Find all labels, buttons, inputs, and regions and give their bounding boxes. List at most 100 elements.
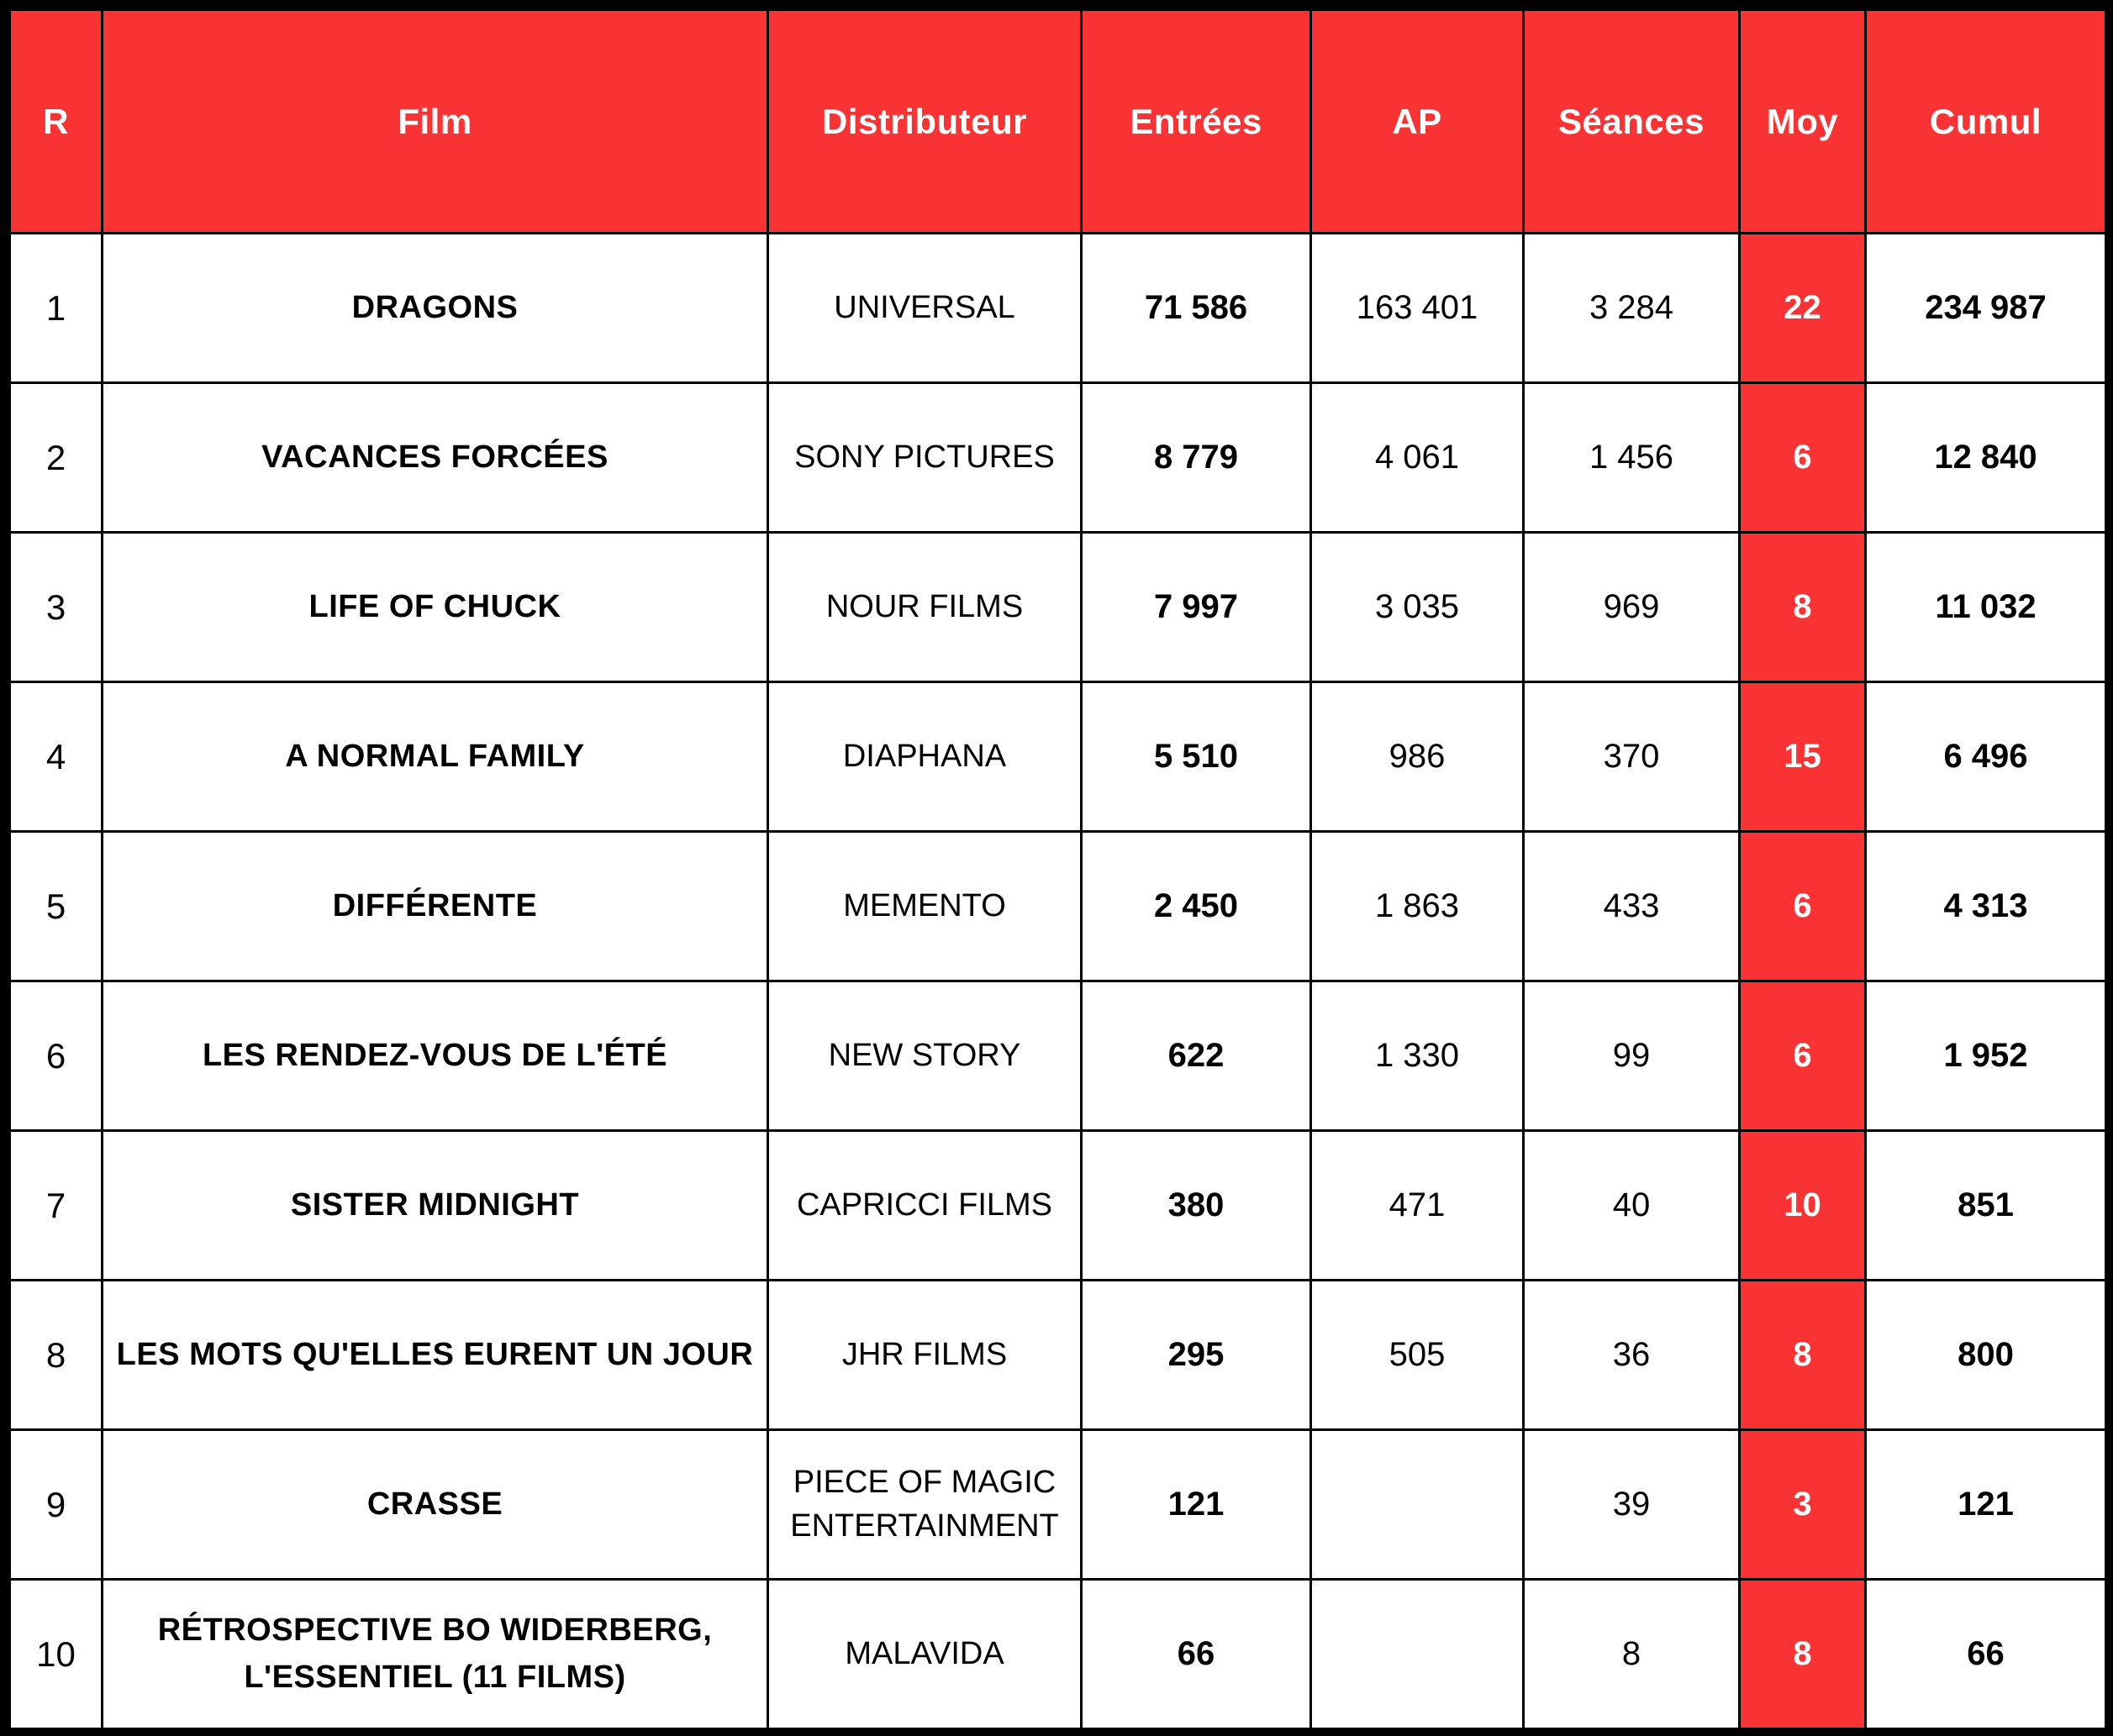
seances-cell: 8 <box>1522 1578 1741 1730</box>
entrees-cell: 2 450 <box>1080 830 1312 982</box>
table-row: 5 DIFFÉRENTE MEMENTO 2 450 1 863 433 6 4… <box>8 830 2107 982</box>
distributor-cell: DIAPHANA <box>767 681 1083 833</box>
box-office-ranking-table: R Film Distributeur Entrées AP Séances M… <box>8 8 2107 1730</box>
seances-cell: 433 <box>1522 830 1741 982</box>
film-cell: LES MOTS QU'ELLES EURENT UN JOUR <box>101 1279 769 1431</box>
rank-cell: 8 <box>8 1279 103 1431</box>
film-cell: SISTER MIDNIGHT <box>101 1129 769 1281</box>
moy-cell: 15 <box>1738 681 1867 833</box>
entrees-cell: 380 <box>1080 1129 1312 1281</box>
distributor-cell: MEMENTO <box>767 830 1083 982</box>
column-header-rank: R <box>8 8 103 234</box>
distributor-cell: UNIVERSAL <box>767 232 1083 384</box>
cumul-cell: 4 313 <box>1864 830 2107 982</box>
entrees-cell: 622 <box>1080 980 1312 1132</box>
film-cell: A NORMAL FAMILY <box>101 681 769 833</box>
ap-cell: 1 330 <box>1309 980 1525 1132</box>
rank-cell: 6 <box>8 980 103 1132</box>
table-row: 4 A NORMAL FAMILY DIAPHANA 5 510 986 370… <box>8 681 2107 833</box>
table-row: 9 CRASSE PIECE OF MAGIC ENTERTAINMENT 12… <box>8 1428 2107 1581</box>
table-row: 6 LES RENDEZ-VOUS DE L'ÉTÉ NEW STORY 622… <box>8 980 2107 1132</box>
seances-cell: 40 <box>1522 1129 1741 1281</box>
column-header-distributeur: Distributeur <box>767 8 1083 234</box>
moy-cell: 8 <box>1738 1578 1867 1730</box>
distributor-cell: CAPRICCI FILMS <box>767 1129 1083 1281</box>
cumul-cell: 11 032 <box>1864 531 2107 683</box>
film-cell: CRASSE <box>101 1428 769 1581</box>
moy-cell: 6 <box>1738 980 1867 1132</box>
distributor-cell: NEW STORY <box>767 980 1083 1132</box>
cumul-cell: 12 840 <box>1864 381 2107 534</box>
ap-cell: 4 061 <box>1309 381 1525 534</box>
cumul-cell: 6 496 <box>1864 681 2107 833</box>
film-cell: VACANCES FORCÉES <box>101 381 769 534</box>
cumul-cell: 800 <box>1864 1279 2107 1431</box>
moy-cell: 6 <box>1738 830 1867 982</box>
ap-cell: 3 035 <box>1309 531 1525 683</box>
table-row: 10 RÉTROSPECTIVE BO WIDERBERG, L'ESSENTI… <box>8 1578 2107 1730</box>
cumul-cell: 234 987 <box>1864 232 2107 384</box>
moy-cell: 8 <box>1738 1279 1867 1431</box>
ap-cell: 163 401 <box>1309 232 1525 384</box>
moy-cell: 22 <box>1738 232 1867 384</box>
table-row: 8 LES MOTS QU'ELLES EURENT UN JOUR JHR F… <box>8 1279 2107 1431</box>
rank-cell: 4 <box>8 681 103 833</box>
column-header-moy: Moy <box>1738 8 1867 234</box>
table-row: 2 VACANCES FORCÉES SONY PICTURES 8 779 4… <box>8 381 2107 534</box>
cumul-cell: 1 952 <box>1864 980 2107 1132</box>
rank-cell: 10 <box>8 1578 103 1730</box>
moy-cell: 8 <box>1738 531 1867 683</box>
entrees-cell: 66 <box>1080 1578 1312 1730</box>
rank-cell: 2 <box>8 381 103 534</box>
table-row: 1 DRAGONS UNIVERSAL 71 586 163 401 3 284… <box>8 232 2107 384</box>
ap-cell: 1 863 <box>1309 830 1525 982</box>
column-header-seances: Séances <box>1522 8 1741 234</box>
seances-cell: 39 <box>1522 1428 1741 1581</box>
film-cell: LES RENDEZ-VOUS DE L'ÉTÉ <box>101 980 769 1132</box>
table-header: R Film Distributeur Entrées AP Séances M… <box>8 8 2107 234</box>
ap-cell <box>1309 1578 1525 1730</box>
entrees-cell: 5 510 <box>1080 681 1312 833</box>
cumul-cell: 851 <box>1864 1129 2107 1281</box>
entrees-cell: 8 779 <box>1080 381 1312 534</box>
distributor-cell: MALAVIDA <box>767 1578 1083 1730</box>
ap-cell: 986 <box>1309 681 1525 833</box>
seances-cell: 370 <box>1522 681 1741 833</box>
cumul-cell: 121 <box>1864 1428 2107 1581</box>
distributor-cell: JHR FILMS <box>767 1279 1083 1431</box>
column-header-entrees: Entrées <box>1080 8 1312 234</box>
rank-cell: 5 <box>8 830 103 982</box>
table-body: 1 DRAGONS UNIVERSAL 71 586 163 401 3 284… <box>8 232 2107 1730</box>
table-row: 7 SISTER MIDNIGHT CAPRICCI FILMS 380 471… <box>8 1129 2107 1281</box>
entrees-cell: 71 586 <box>1080 232 1312 384</box>
header-row: R Film Distributeur Entrées AP Séances M… <box>8 8 2107 234</box>
seances-cell: 99 <box>1522 980 1741 1132</box>
cumul-cell: 66 <box>1864 1578 2107 1730</box>
seances-cell: 1 456 <box>1522 381 1741 534</box>
rank-cell: 9 <box>8 1428 103 1581</box>
distributor-cell: NOUR FILMS <box>767 531 1083 683</box>
column-header-cumul: Cumul <box>1864 8 2107 234</box>
distributor-cell: SONY PICTURES <box>767 381 1083 534</box>
rank-cell: 1 <box>8 232 103 384</box>
seances-cell: 36 <box>1522 1279 1741 1431</box>
film-cell: DIFFÉRENTE <box>101 830 769 982</box>
seances-cell: 3 284 <box>1522 232 1741 384</box>
ap-cell <box>1309 1428 1525 1581</box>
film-cell: DRAGONS <box>101 232 769 384</box>
moy-cell: 6 <box>1738 381 1867 534</box>
moy-cell: 3 <box>1738 1428 1867 1581</box>
film-cell: RÉTROSPECTIVE BO WIDERBERG, L'ESSENTIEL … <box>101 1578 769 1730</box>
entrees-cell: 121 <box>1080 1428 1312 1581</box>
column-header-ap: AP <box>1309 8 1525 234</box>
rank-cell: 3 <box>8 531 103 683</box>
ap-cell: 505 <box>1309 1279 1525 1431</box>
column-header-film: Film <box>101 8 769 234</box>
rank-cell: 7 <box>8 1129 103 1281</box>
table-row: 3 LIFE OF CHUCK NOUR FILMS 7 997 3 035 9… <box>8 531 2107 683</box>
entrees-cell: 7 997 <box>1080 531 1312 683</box>
distributor-cell: PIECE OF MAGIC ENTERTAINMENT <box>767 1428 1083 1581</box>
moy-cell: 10 <box>1738 1129 1867 1281</box>
film-cell: LIFE OF CHUCK <box>101 531 769 683</box>
ap-cell: 471 <box>1309 1129 1525 1281</box>
